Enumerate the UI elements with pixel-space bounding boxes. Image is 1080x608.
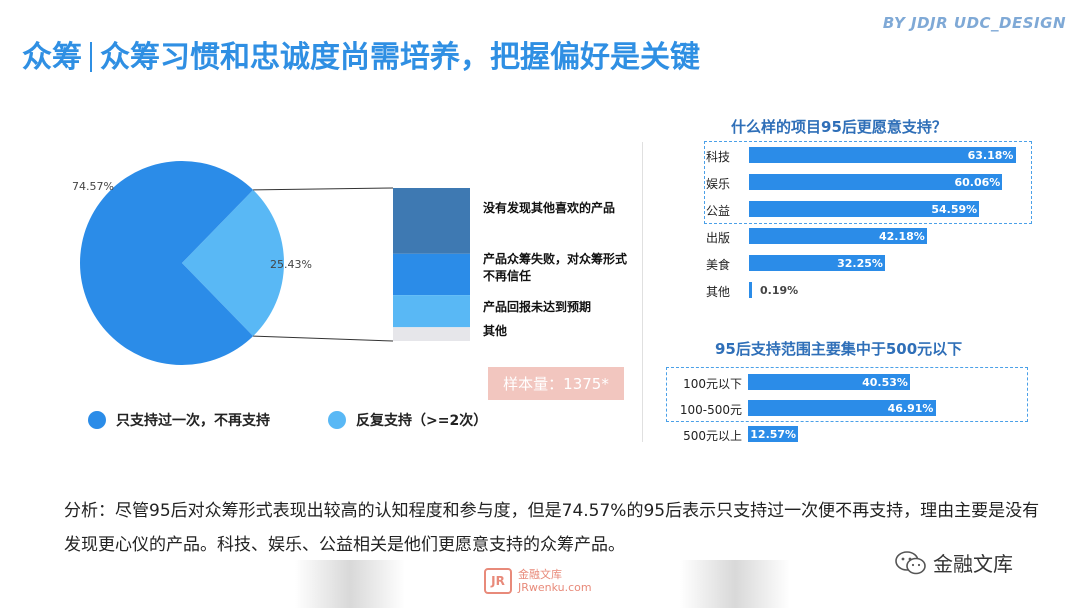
- bar-category-label: 美食: [706, 258, 731, 272]
- bar: [748, 426, 799, 442]
- analysis-text: 分析：尽管95后对众筹形式表现出较高的认知程度和参与度，但是74.57%的95后…: [64, 501, 1040, 555]
- project-chart-title: 什么样的项目95后更愿意支持？: [731, 118, 947, 136]
- reason-segment-3: [393, 327, 470, 341]
- bar-value-label: 54.59%: [931, 203, 978, 216]
- spend-highlight-box: [666, 367, 1028, 422]
- reason-label-2: 产品回报未达到预期: [483, 300, 592, 314]
- bar: [749, 282, 752, 298]
- bar-value-label: 60.06%: [954, 176, 1001, 189]
- watermark-url: JRwenku.com: [518, 581, 592, 594]
- bar-value-label: 12.57%: [750, 428, 797, 441]
- bar-category-label: 100元以下: [683, 377, 742, 391]
- bar: [749, 228, 927, 244]
- bar-category-label: 科技: [706, 150, 731, 164]
- spend-chart-title: 95后支持范围主要集中于500元以下: [715, 340, 963, 358]
- legend-label-repeat: 反复支持（>=2次）: [356, 413, 488, 429]
- legend-dot-once: [88, 411, 106, 429]
- bar-category-label: 出版: [706, 231, 731, 245]
- page-title: 众筹 众筹习惯和忠诚度尚需培养，把握偏好是关键: [22, 32, 700, 76]
- title-prefix: 众筹: [22, 40, 82, 75]
- sample-size-badge: 样本量：1375*: [488, 367, 624, 400]
- bar-category-label: 100-500元: [679, 403, 742, 417]
- divider-line: [642, 142, 643, 442]
- bar-category-label: 其他: [706, 285, 731, 299]
- bar-value-label: 42.18%: [878, 230, 925, 243]
- bar: [748, 400, 936, 416]
- reason-segment-2: [393, 295, 470, 328]
- design-credit: BY JDJR UDC_DESIGN: [882, 14, 1066, 32]
- bar: [748, 374, 911, 390]
- bar-value-label: 32.25%: [837, 257, 883, 270]
- watermark-name: 金融文库: [518, 568, 562, 581]
- pie-chart: 74.57% 25.43%: [72, 160, 470, 365]
- bar-value-label: 63.18%: [967, 149, 1014, 162]
- legend-item-once: 只支持过一次，不再支持: [88, 410, 270, 430]
- reason-segment-0: [393, 188, 470, 254]
- pie-value-label-1: 25.43%: [270, 258, 312, 271]
- fade-decoration-right: [680, 560, 790, 608]
- bar: [749, 147, 1016, 163]
- bar-category-label: 公益: [706, 204, 731, 218]
- bar: [749, 174, 1003, 190]
- wechat-account: 金融文库: [895, 548, 1013, 577]
- fade-decoration-left: [295, 560, 405, 608]
- legend-label-once: 只支持过一次，不再支持: [116, 413, 270, 429]
- watermark-logo: JR: [484, 568, 512, 594]
- title-main: 众筹习惯和忠诚度尚需培养，把握偏好是关键: [100, 40, 700, 75]
- watermark: JR 金融文库 JRwenku.com: [484, 568, 592, 594]
- title-divider: [90, 42, 92, 72]
- bar-value-label: 40.53%: [862, 376, 908, 389]
- pie-slice-0: [79, 160, 254, 365]
- legend-dot-repeat: [328, 411, 346, 429]
- bar-value-label: 0.19%: [760, 284, 799, 297]
- pie-slice-1: [182, 189, 284, 337]
- reason-segment-1: [393, 253, 470, 296]
- bar: [749, 255, 886, 271]
- bar-category-label: 500元以上: [683, 429, 742, 443]
- reason-label-1: 产品众筹失败，对众筹形式不再信任: [483, 252, 628, 283]
- wechat-icon: [895, 550, 926, 574]
- connector-line-1: [253, 335, 394, 342]
- project-highlight-box: [704, 141, 1032, 224]
- bar-category-label: 娱乐: [706, 177, 731, 191]
- legend-item-repeat: 反复支持（>=2次）: [328, 410, 487, 430]
- bar: [749, 201, 980, 217]
- reason-label-0: 没有发现其他喜欢的产品: [483, 201, 616, 215]
- connector-line-0: [253, 187, 394, 191]
- watermark-text: 金融文库 JRwenku.com: [518, 568, 592, 594]
- bar-value-label: 46.91%: [887, 402, 934, 415]
- pie-value-label-0: 74.57%: [72, 180, 114, 193]
- wechat-account-name: 金融文库: [933, 552, 1013, 576]
- reason-label-3: 其他: [483, 324, 508, 338]
